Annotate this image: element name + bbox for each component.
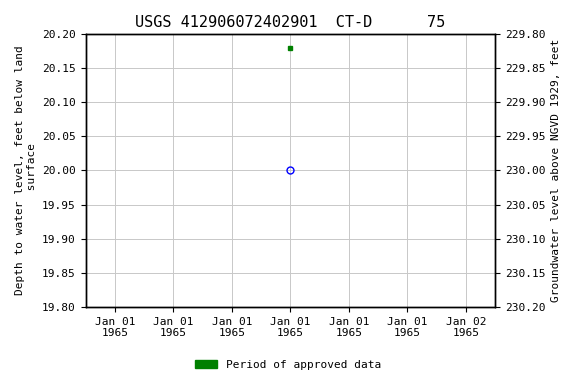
Title: USGS 412906072402901  CT-D      75: USGS 412906072402901 CT-D 75 — [135, 15, 446, 30]
Y-axis label: Groundwater level above NGVD 1929, feet: Groundwater level above NGVD 1929, feet — [551, 39, 561, 302]
Y-axis label: Depth to water level, feet below land
 surface: Depth to water level, feet below land su… — [15, 46, 37, 295]
Legend: Period of approved data: Period of approved data — [191, 356, 385, 375]
